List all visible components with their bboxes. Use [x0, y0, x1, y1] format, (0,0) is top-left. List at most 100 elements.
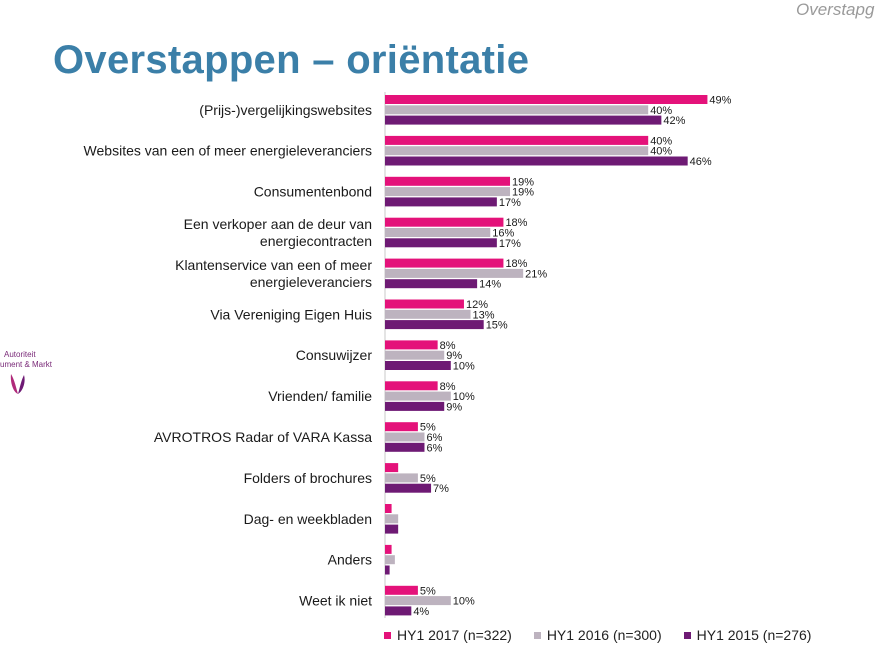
bar-2015 — [385, 156, 688, 166]
category-label: energiecontracten — [260, 233, 372, 249]
data-label: 42% — [663, 115, 685, 127]
data-label: 17% — [499, 238, 521, 250]
legend-label-2015: HY1 2015 (n=276) — [696, 627, 812, 643]
data-label: 5% — [420, 473, 436, 485]
legend-swatch-2016 — [533, 631, 541, 639]
data-label: 18% — [505, 217, 527, 229]
bar-2015 — [385, 279, 478, 289]
data-label: 13% — [473, 309, 495, 321]
bar-2015 — [385, 524, 399, 534]
bar-2016 — [385, 228, 491, 237]
bar-2016 — [385, 350, 445, 360]
bar-2016 — [385, 473, 418, 483]
data-label: 19% — [512, 176, 534, 188]
legend-label-2016: HY1 2016 (n=300) — [546, 627, 662, 643]
bar-2016 — [385, 105, 649, 115]
bar-2017 — [385, 135, 649, 145]
bar-2017 — [385, 299, 464, 309]
category-label: Weet ik niet — [299, 593, 372, 609]
data-label: 19% — [512, 187, 534, 199]
bar-2015 — [385, 238, 497, 248]
data-label: 15% — [486, 320, 508, 332]
logo-mark-icon — [10, 374, 25, 394]
bar-2017 — [385, 217, 504, 227]
data-label: 46% — [690, 156, 712, 168]
legend-label-2017: HY1 2017 (n=322) — [397, 627, 512, 643]
legend-item-2015: HY1 2015 (n=276) — [683, 627, 812, 643]
category-label: (Prijs-)vergelijkingswebsites — [199, 102, 372, 118]
data-label: 17% — [499, 197, 521, 209]
data-label: 9% — [446, 401, 462, 413]
category-label: Folders of brochures — [244, 470, 372, 486]
bar-2016 — [385, 555, 395, 565]
category-label: Dag- en weekbladen — [244, 511, 372, 527]
data-label: 10% — [453, 596, 475, 608]
data-label: 10% — [453, 391, 475, 403]
bar-2017 — [385, 422, 418, 432]
chart-legend: HY1 2017 (n=322) HY1 2016 (n=300) HY1 20… — [384, 627, 811, 643]
bar-2016 — [385, 514, 399, 524]
data-label: 40% — [650, 105, 672, 117]
bar-2015 — [385, 361, 451, 370]
bar-2015 — [385, 606, 412, 616]
section-header-text: Overstapg — [796, 0, 875, 19]
data-label: 8% — [440, 340, 456, 352]
data-label: 6% — [426, 442, 442, 454]
category-label: energieleveranciers — [250, 274, 372, 290]
bar-2016 — [385, 268, 524, 278]
data-label: 5% — [420, 422, 436, 434]
bar-2017 — [385, 95, 708, 104]
data-label: 40% — [650, 146, 672, 158]
bar-2017 — [385, 463, 399, 473]
bar-2015 — [385, 115, 662, 125]
data-label: 21% — [525, 268, 547, 280]
bar-2016 — [385, 432, 425, 442]
page-title: Overstappen – oriëntatie — [53, 38, 530, 82]
bar-2017 — [385, 585, 418, 595]
bar-2017 — [385, 176, 511, 186]
data-label: 8% — [440, 381, 456, 393]
data-label: 6% — [426, 432, 442, 444]
data-label: 49% — [709, 95, 731, 107]
bar-2015 — [385, 401, 445, 411]
category-label: Consumentenbond — [254, 184, 372, 200]
category-label: Consuwijzer — [296, 347, 373, 363]
data-label: 5% — [420, 585, 436, 597]
bar-2017 — [385, 258, 504, 268]
bar-2016 — [385, 596, 451, 606]
legend-item-2016: HY1 2016 (n=300) — [533, 627, 662, 643]
data-label: 12% — [466, 299, 488, 311]
legend-swatch-2015 — [683, 631, 691, 639]
data-label: 7% — [433, 483, 449, 495]
data-label: 16% — [492, 228, 514, 240]
bar-2015 — [385, 320, 484, 330]
bar-chart: (Prijs-)vergelijkingswebsites49%40%42%We… — [84, 92, 732, 618]
bar-2016 — [385, 391, 451, 401]
legend-item-2017: HY1 2017 (n=322) — [384, 627, 512, 643]
bar-2015 — [385, 197, 497, 207]
category-label: Anders — [328, 552, 372, 568]
category-label: Websites van een of meer energieleveranc… — [84, 143, 372, 159]
bar-2017 — [385, 381, 438, 391]
bar-2017 — [385, 504, 392, 513]
bar-2016 — [385, 309, 471, 319]
bar-2017 — [385, 544, 392, 554]
data-label: 18% — [505, 258, 527, 270]
bar-2015 — [385, 442, 425, 452]
bar-2015 — [385, 565, 390, 575]
logo-text-line1: Autoriteit — [4, 350, 36, 359]
data-label: 4% — [413, 606, 429, 618]
data-label: 10% — [453, 361, 475, 373]
data-label: 9% — [446, 350, 462, 362]
category-label: Klantenservice van een of meer — [175, 257, 372, 273]
logo-text-line2: ument & Markt — [0, 360, 53, 369]
data-label: 40% — [650, 135, 672, 147]
data-label: 14% — [479, 279, 501, 291]
category-label: Een verkoper aan de deur van — [184, 216, 372, 232]
bar-2015 — [385, 483, 432, 493]
acm-logo: Autoriteit ument & Markt — [0, 350, 70, 400]
legend-swatch-2017 — [384, 631, 391, 639]
bar-2017 — [385, 340, 438, 350]
category-label: Via Vereniging Eigen Huis — [210, 306, 372, 322]
category-label: Vrienden/ familie — [268, 388, 372, 404]
